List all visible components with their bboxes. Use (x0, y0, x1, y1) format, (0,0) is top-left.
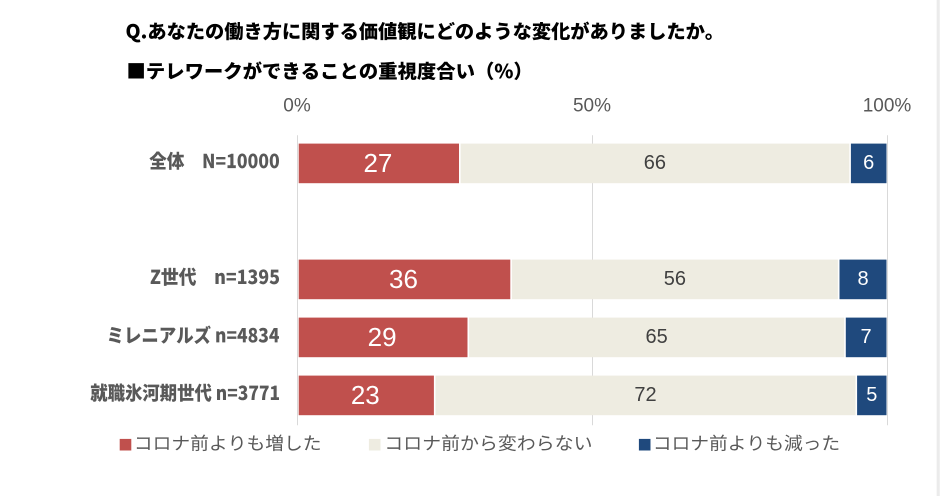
svg-text:36: 36 (389, 264, 418, 294)
svg-text:5: 5 (866, 384, 877, 406)
svg-text:6: 6 (863, 152, 874, 174)
svg-text:56: 56 (664, 268, 686, 290)
svg-text:27: 27 (363, 148, 392, 178)
svg-text:66: 66 (644, 152, 666, 174)
svg-text:65: 65 (645, 326, 667, 348)
svg-text:0%: 0% (283, 96, 311, 117)
svg-text:100%: 100% (863, 96, 912, 117)
svg-text:29: 29 (368, 322, 397, 352)
svg-text:23: 23 (351, 380, 380, 410)
svg-text:7: 7 (861, 326, 872, 348)
svg-text:8: 8 (857, 268, 868, 290)
svg-text:72: 72 (634, 384, 656, 406)
svg-text:50%: 50% (573, 96, 611, 117)
